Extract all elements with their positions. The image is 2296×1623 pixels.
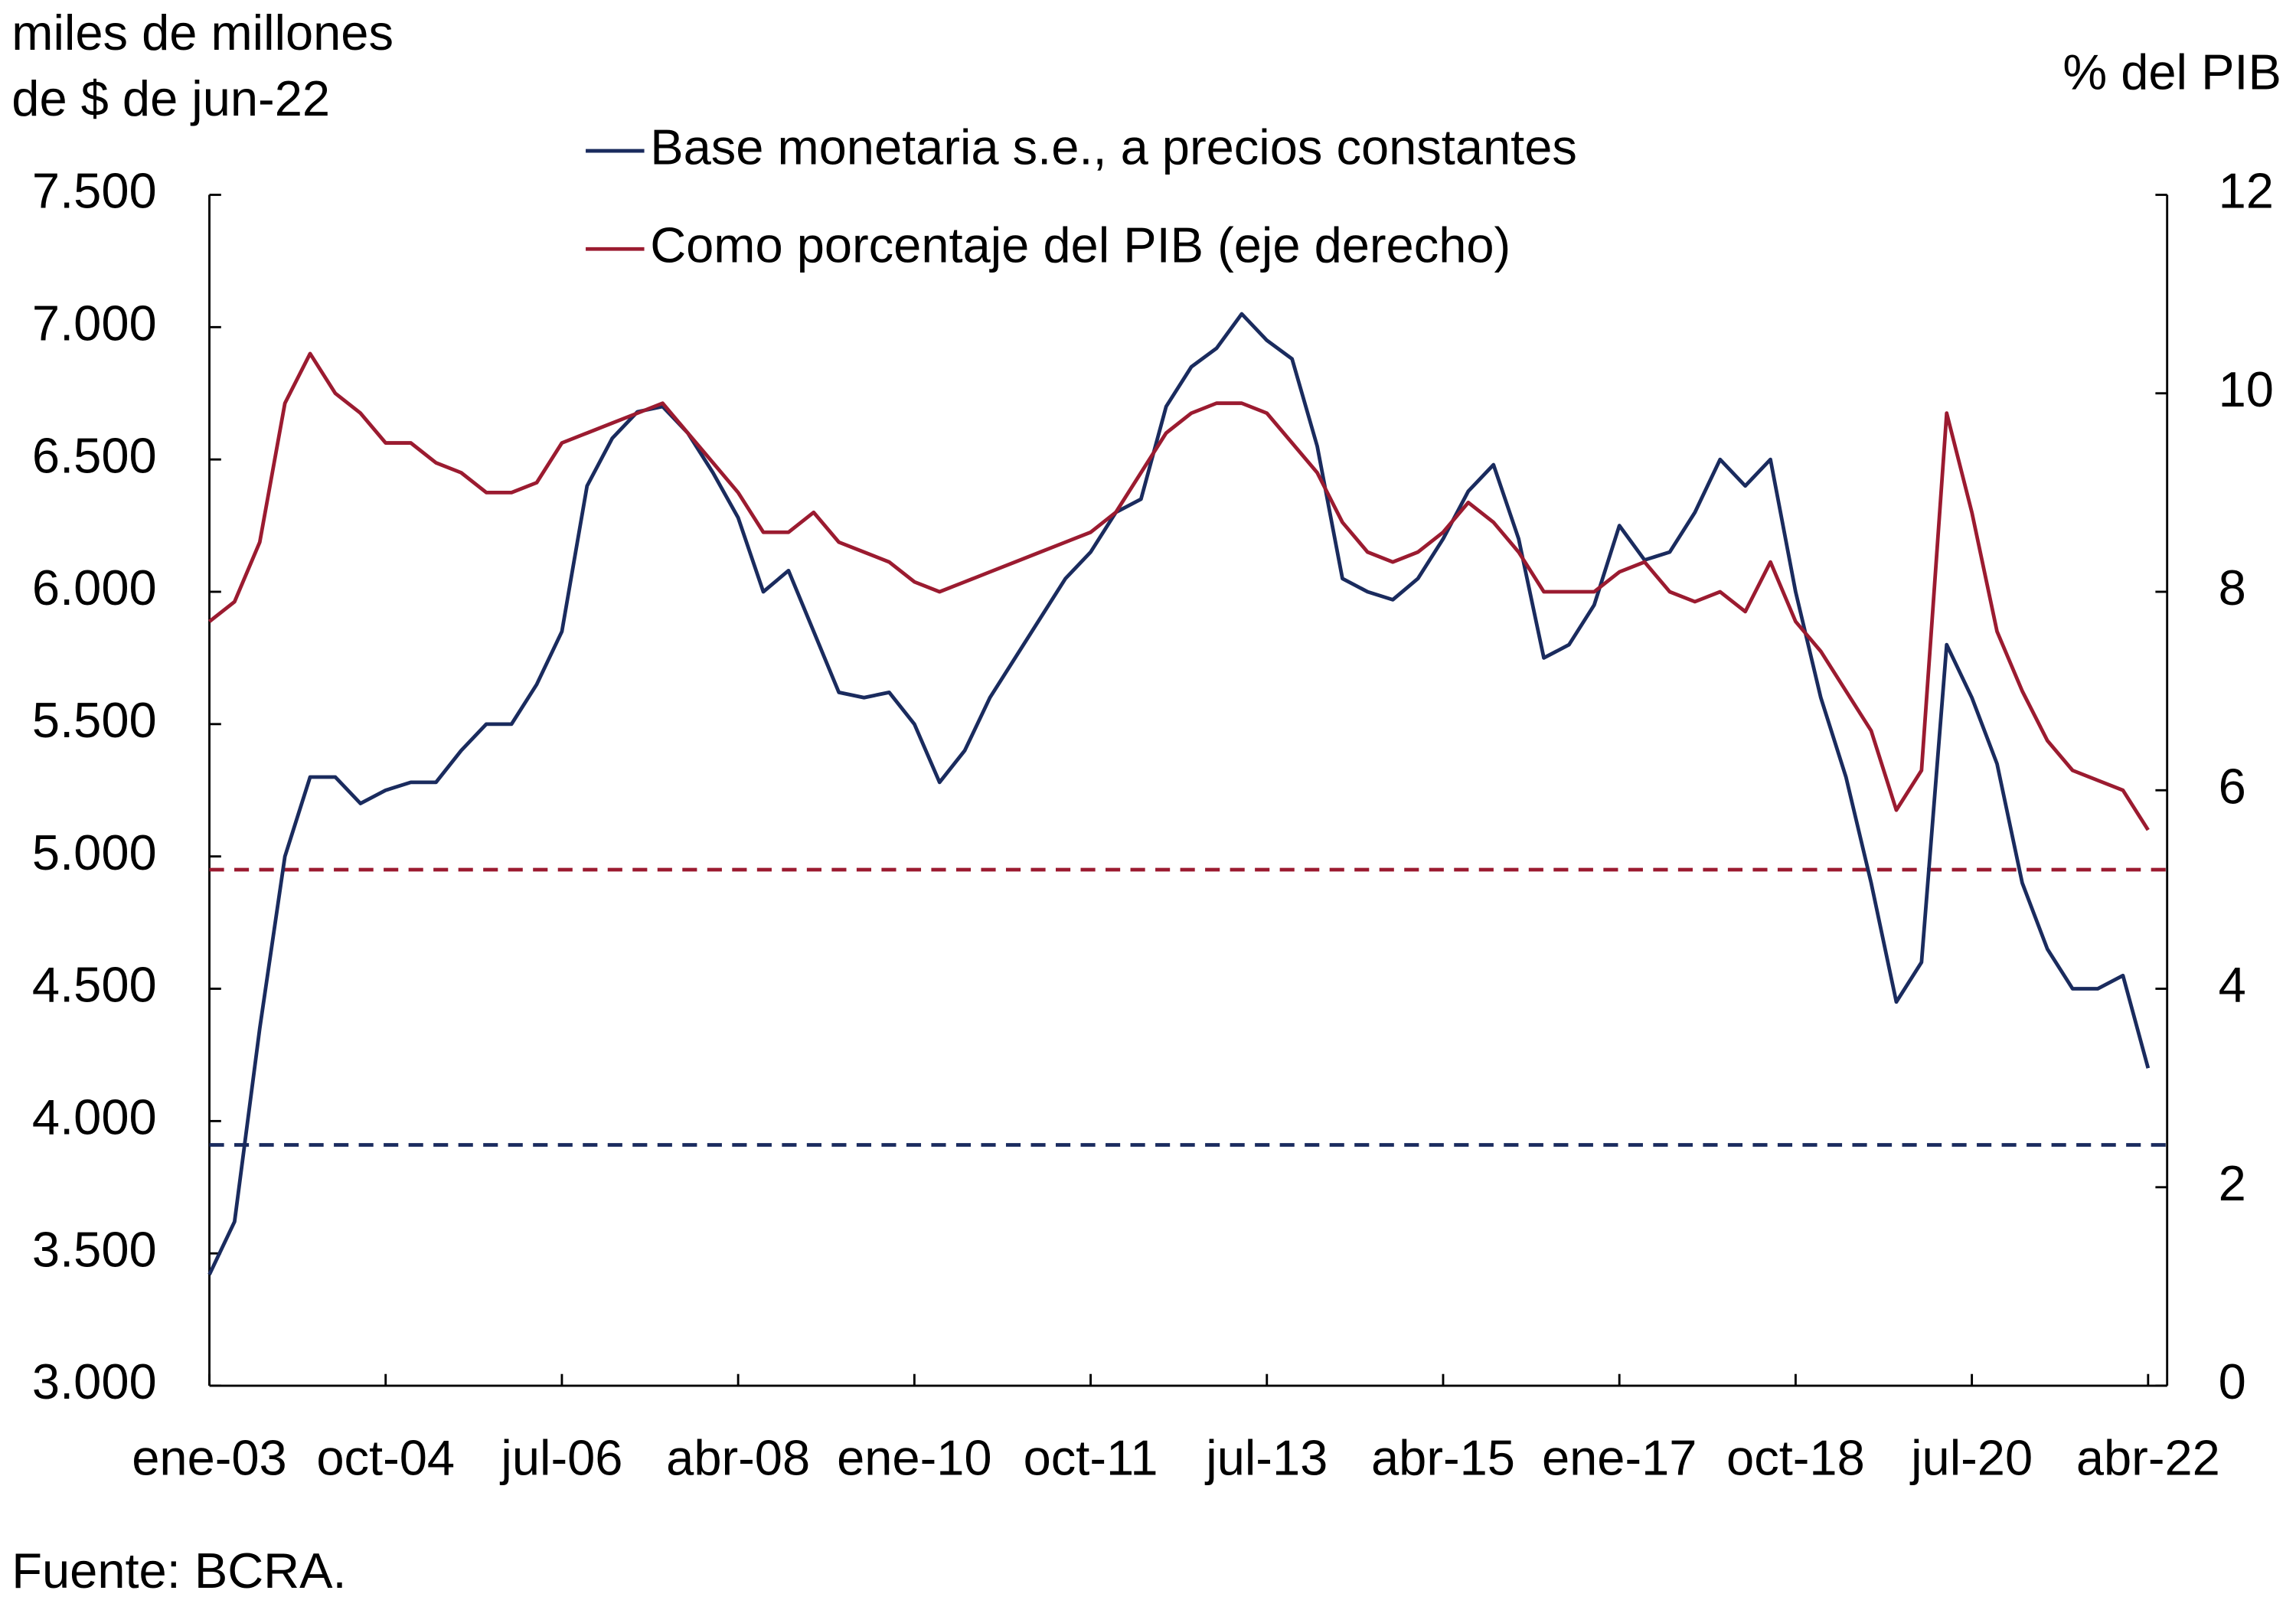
legend-label: Como porcentaje del PIB (eje derecho) bbox=[650, 217, 1511, 273]
y-tick-label: 3.500 bbox=[32, 1221, 157, 1277]
x-tick-label: jul-20 bbox=[1909, 1430, 2033, 1486]
y2-tick-label: 12 bbox=[2219, 163, 2274, 219]
y2-tick-label: 0 bbox=[2219, 1354, 2246, 1409]
y-tick-label: 7.000 bbox=[32, 295, 157, 351]
x-tick-label: ene-17 bbox=[1542, 1430, 1697, 1486]
y2-tick-label: 4 bbox=[2219, 957, 2246, 1013]
y-axis-label: miles de millones bbox=[11, 5, 394, 60]
series-line bbox=[208, 351, 2150, 831]
y-tick-label: 4.500 bbox=[32, 957, 157, 1013]
y2-tick-label: 2 bbox=[2219, 1155, 2246, 1211]
x-tick-label: ene-03 bbox=[132, 1430, 286, 1486]
x-tick-label: abr-22 bbox=[2076, 1430, 2220, 1486]
y-tick-label: 6.500 bbox=[32, 427, 157, 483]
y-tick-label: 6.000 bbox=[32, 560, 157, 616]
y-tick-label: 3.000 bbox=[32, 1354, 157, 1409]
x-tick-label: oct-04 bbox=[316, 1430, 455, 1486]
y-tick-label: 7.500 bbox=[32, 163, 157, 219]
source-note: Fuente: BCRA. bbox=[11, 1543, 346, 1599]
y2-tick-label: 6 bbox=[2219, 758, 2246, 814]
x-tick-label: abr-15 bbox=[1371, 1430, 1515, 1486]
y-tick-label: 5.000 bbox=[32, 825, 157, 880]
x-tick-label: jul-06 bbox=[499, 1430, 622, 1486]
y-tick-label: 5.500 bbox=[32, 692, 157, 748]
y2-tick-label: 10 bbox=[2219, 361, 2274, 417]
x-tick-label: oct-18 bbox=[1726, 1430, 1865, 1486]
legend-label: Base monetaria s.e., a precios constante… bbox=[650, 119, 1577, 175]
x-tick-label: jul-13 bbox=[1204, 1430, 1328, 1486]
x-tick-label: abr-08 bbox=[666, 1430, 810, 1486]
y-axis-label: de $ de jun-22 bbox=[11, 70, 330, 126]
y-tick-label: 4.000 bbox=[32, 1089, 157, 1145]
y2-tick-label: 8 bbox=[2219, 560, 2246, 616]
x-tick-label: ene-10 bbox=[837, 1430, 991, 1486]
x-tick-label: oct-11 bbox=[1024, 1430, 1158, 1486]
y2-axis-label: % del PIB bbox=[2062, 44, 2281, 100]
series-line bbox=[207, 312, 2151, 1275]
